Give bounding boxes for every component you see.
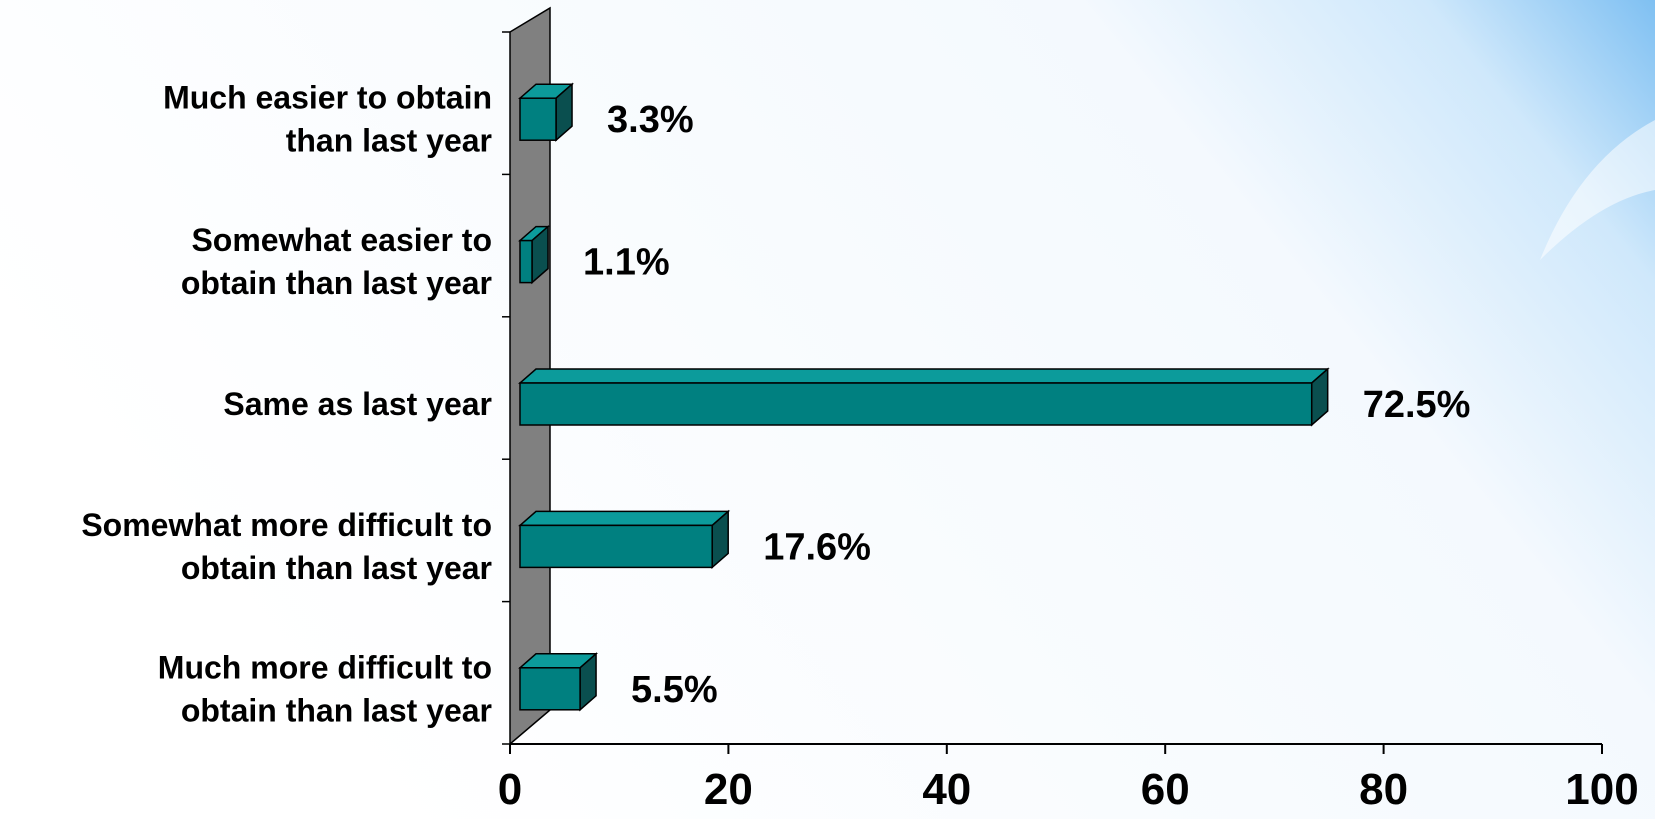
x-tick-label: 0 [498, 765, 522, 814]
bar [518, 652, 599, 712]
bar-top-face [518, 368, 1330, 384]
category-label: Somewhat more difficult to obtain than la… [81, 507, 492, 586]
category-label: Much easier to obtain than last year [163, 80, 492, 159]
bar [518, 509, 731, 570]
x-tick-label: 60 [1141, 765, 1190, 814]
x-tick-label: 20 [704, 765, 753, 814]
bar-front-face [519, 667, 581, 711]
bar [518, 82, 575, 142]
bar [518, 224, 551, 285]
category-label: Same as last year [223, 386, 492, 422]
category-label: Much more difficult to obtain than last y… [158, 649, 492, 728]
data-label: 72.5% [1363, 384, 1471, 426]
bar-front-face [519, 524, 713, 569]
data-label: 3.3% [607, 99, 694, 141]
data-label: 1.1% [583, 242, 670, 284]
x-tick-label: 100 [1565, 765, 1638, 814]
data-label: 17.6% [763, 526, 871, 568]
data-label: 5.5% [631, 669, 718, 711]
bar-front-face [519, 97, 557, 141]
category-label: Somewhat easier to obtain than last year [181, 222, 492, 301]
x-tick-label: 80 [1359, 765, 1408, 814]
bar-top-face [518, 510, 731, 527]
x-tick-label: 40 [922, 765, 971, 814]
bar [518, 367, 1330, 427]
bar-front-face [519, 239, 533, 284]
bar-front-face [519, 382, 1313, 426]
